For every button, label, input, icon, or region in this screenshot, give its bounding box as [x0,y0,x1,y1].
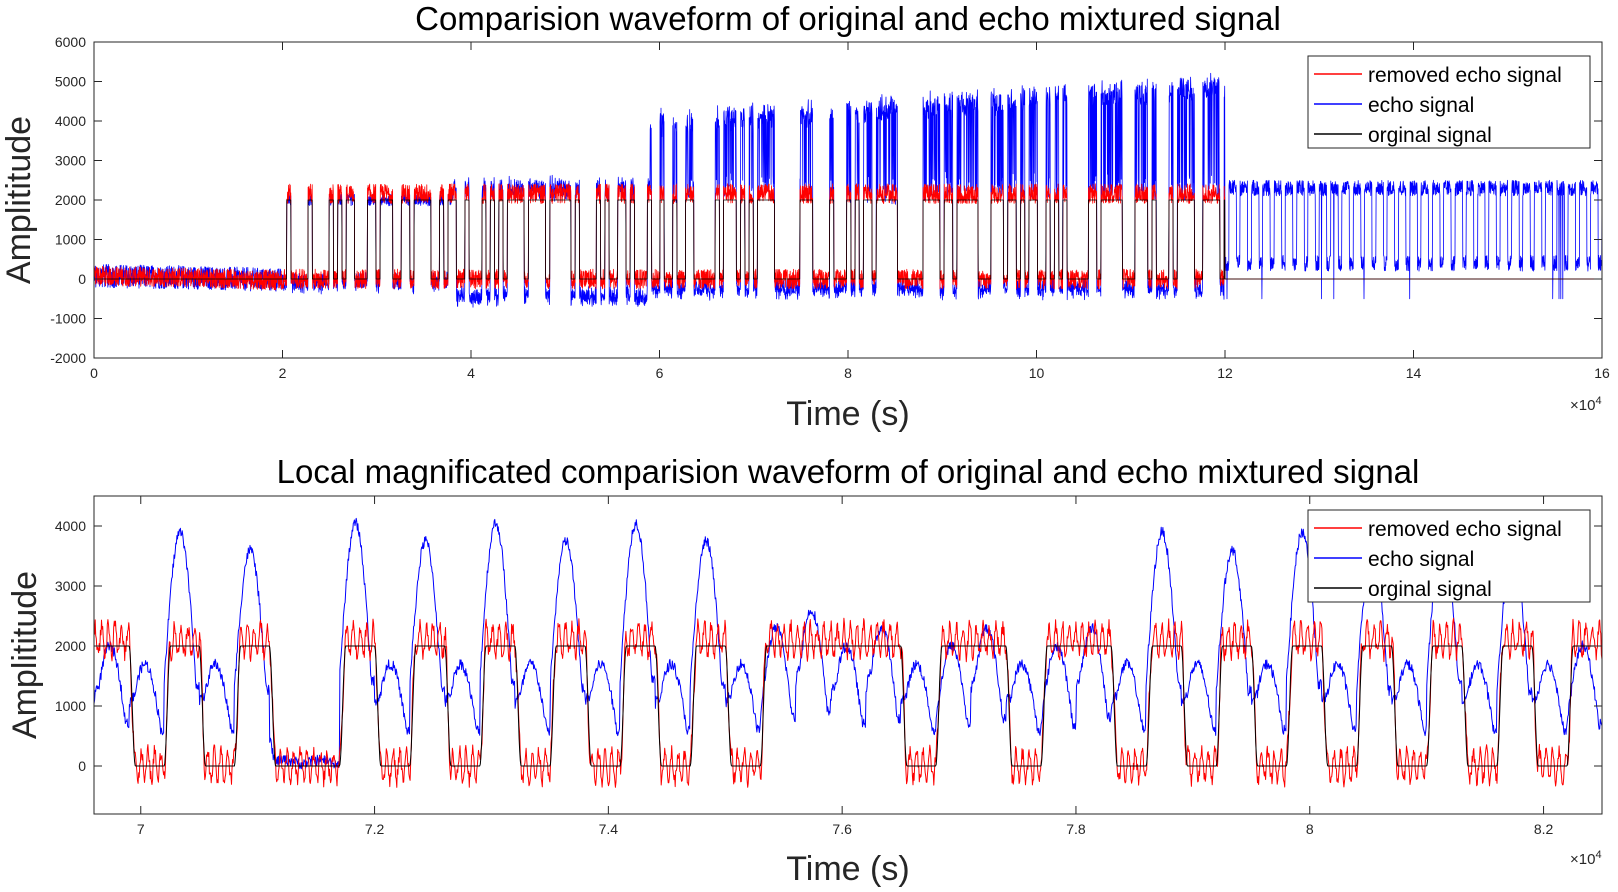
chart-bottom-legend: removed echo signal echo signal orginal … [1307,509,1591,603]
chart-top-x-label: Time (s) [786,395,909,433]
chart-top-title: Comparision waveform of original and ech… [415,0,1281,37]
y-tick-label: 1000 [55,698,86,714]
legend-label-original: orginal signal [1368,124,1492,147]
legend-label-original: orginal signal [1368,578,1492,601]
chart-top: Comparision waveform of original and ech… [0,0,1610,433]
chart-top-y-label: Amplititude [0,116,38,284]
y-tick-label: 2000 [55,192,86,208]
x-tick-label: 7.6 [832,821,852,837]
chart-top-x-axis: 0 2 4 6 8 10 12 14 16 [90,42,1610,381]
x-tick-label: 8.2 [1534,821,1554,837]
chart-bottom: Local magnificated comparision waveform … [6,453,1603,888]
chart-bottom-x-axis: 7 7.2 7.4 7.6 7.8 8 8.2 [137,496,1554,837]
y-tick-label: 1000 [55,232,86,248]
x-tick-label: 4 [467,365,475,381]
x-tick-label: 16 [1594,365,1610,381]
x-tick-label: 7.4 [599,821,619,837]
chart-top-series-group [93,72,1603,308]
x-tick-label: 10 [1029,365,1045,381]
x-tick-label: 0 [90,365,98,381]
chart-bottom-legend-box [1307,509,1591,603]
echo-signal-line [93,72,1603,308]
chart-bottom-y-axis: 0 1000 2000 3000 4000 [55,518,1602,774]
x-tick-label: 8 [1306,821,1314,837]
chart-bottom-series-group [93,517,1603,788]
x-tick-label: 7 [137,821,145,837]
original-signal-line [93,199,1603,280]
x-tick-label: 6 [656,365,664,381]
chart-bottom-plot-frame [93,495,1603,815]
chart-top-legend-box [1307,55,1591,149]
chart-top-y-axis: -2000 -1000 0 1000 2000 3000 4000 5000 6000 [50,34,1602,366]
legend-label-removed-echo: removed echo signal [1368,518,1562,541]
legend-label-echo: echo signal [1368,548,1474,571]
chart-top-legend: removed echo signal echo signal orginal … [1307,55,1591,149]
y-tick-label: 4000 [55,518,86,534]
y-tick-label: 2000 [55,638,86,654]
legend-label-removed-echo: removed echo signal [1368,64,1562,87]
y-tick-label: 4000 [55,113,86,129]
y-tick-label: 6000 [55,34,86,50]
y-tick-label: -2000 [50,350,86,366]
y-tick-label: -1000 [50,311,86,327]
y-tick-label: 5000 [55,74,86,90]
chart-top-x-exponent: ×104 [1570,395,1602,414]
chart-bottom-x-label: Time (s) [786,850,909,888]
y-tick-label: 0 [78,271,86,287]
x-tick-label: 2 [279,365,287,381]
x-tick-label: 7.8 [1066,821,1086,837]
x-tick-label: 8 [844,365,852,381]
y-tick-label: 0 [78,758,86,774]
chart-bottom-x-exponent: ×104 [1570,849,1602,868]
x-tick-label: 14 [1406,365,1422,381]
x-tick-label: 12 [1217,365,1233,381]
y-tick-label: 3000 [55,578,86,594]
y-tick-label: 3000 [55,153,86,169]
original-signal-line [94,645,1602,767]
x-tick-label: 7.2 [365,821,385,837]
legend-label-echo: echo signal [1368,94,1474,117]
chart-bottom-title: Local magnificated comparision waveform … [277,453,1420,490]
chart-bottom-y-label: Amplititude [6,571,44,739]
